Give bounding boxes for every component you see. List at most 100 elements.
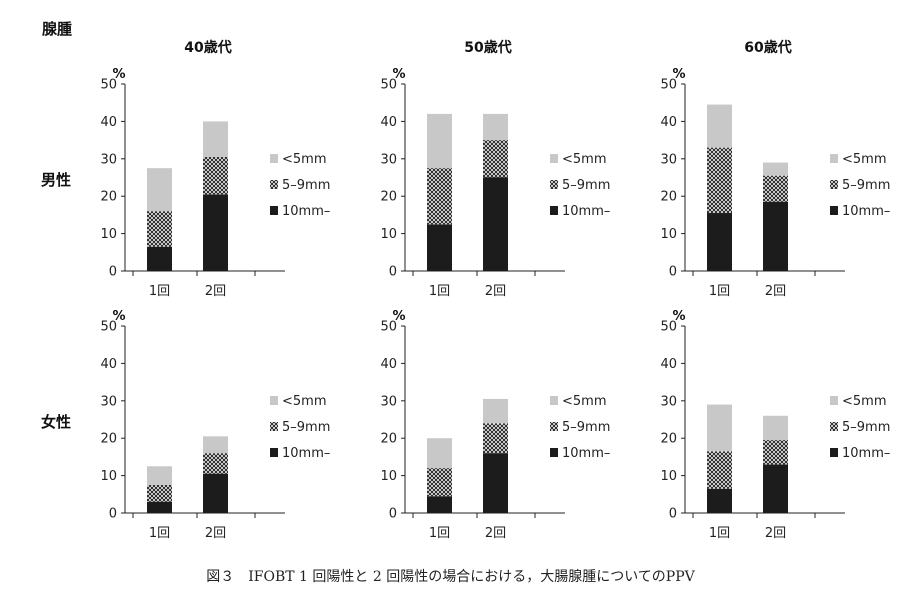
bar-segment [707,104,732,148]
bar-segment [203,436,228,454]
y-tick-label: 10 [660,227,677,242]
bar-segment [147,211,172,247]
y-tick-label: 20 [380,432,397,447]
legend-label: 5–9mm [282,178,330,193]
bar-segment [427,496,452,513]
y-unit-label: % [112,67,125,82]
y-unit-label: % [672,67,685,82]
y-tick-label: 0 [389,507,397,522]
legend-swatch [550,422,558,431]
bar-segment [147,168,172,212]
bar-segment [147,466,172,485]
legend-label: 5–9mm [562,178,610,193]
y-tick-label: 40 [100,357,117,372]
bar-segment [427,468,452,497]
y-tick-label: 30 [660,394,677,409]
legend-label: <5mm [842,152,887,167]
bar-segment [427,224,452,271]
legend-swatch [830,422,838,431]
legend-swatch [270,154,278,163]
bar-segment [203,194,228,271]
y-tick-label: 10 [100,469,117,484]
y-tick-label: 0 [669,265,677,280]
bar-segment [483,177,508,271]
legend-swatch [830,154,838,163]
bar-segment [147,501,172,513]
x-category-label: 2回 [485,284,506,299]
legend-label: 5–9mm [562,420,610,435]
legend-swatch [270,448,278,457]
legend-label: <5mm [562,394,607,409]
legend-label: 5–9mm [842,178,890,193]
y-unit-label: % [392,67,405,82]
legend-label: <5mm [282,152,327,167]
x-category-label: 2回 [765,526,786,541]
legend-label: <5mm [282,394,327,409]
y-tick-label: 40 [100,115,117,130]
y-tick-label: 20 [380,190,397,205]
bar-segment [483,453,508,513]
y-tick-label: 0 [389,265,397,280]
legend-swatch [830,206,838,215]
legend-label: 10mm– [282,204,330,219]
y-tick-label: 40 [380,115,397,130]
legend-swatch [550,180,558,189]
y-tick-label: 30 [100,394,117,409]
y-tick-label: 30 [380,152,397,167]
y-tick-label: 20 [100,432,117,447]
bar-segment [707,451,732,489]
bar-segment [203,156,228,195]
legend-label: 10mm– [282,446,330,461]
legend-swatch [550,448,558,457]
y-tick-label: 20 [100,190,117,205]
y-unit-label: % [392,309,405,324]
bar-segment [707,147,732,214]
bar-segment [763,464,788,513]
x-category-label: 2回 [205,284,226,299]
bar-segment [203,473,228,513]
legend-swatch [550,206,558,215]
bar-segment [483,113,508,141]
legend-label: 10mm– [842,204,890,219]
bar-segment [427,113,452,169]
legend-swatch [830,180,838,189]
y-tick-label: 0 [669,507,677,522]
column-title: 40歳代 [184,39,231,56]
y-tick-label: 20 [660,190,677,205]
legend-swatch [270,206,278,215]
bar-segment [147,484,172,502]
legend-label: 10mm– [842,446,890,461]
y-tick-label: 40 [660,357,677,372]
y-unit-label: % [672,309,685,324]
y-tick-label: 0 [109,265,117,280]
figure-caption: 図３ IFOBT 1 回陽性と 2 回陽性の場合における，大腸腺腫についてのPP… [206,569,695,585]
y-tick-label: 10 [660,469,677,484]
x-category-label: 1回 [149,284,170,299]
legend-swatch [550,154,558,163]
row-label: 女性 [41,413,71,431]
bar-segment [483,140,508,178]
row-label: 男性 [41,171,71,189]
y-tick-label: 50 [100,78,117,93]
bar-segment [427,168,452,225]
x-category-label: 2回 [765,284,786,299]
legend-label: <5mm [842,394,887,409]
x-category-label: 1回 [429,284,450,299]
legend-label: 10mm– [562,446,610,461]
y-tick-label: 30 [380,394,397,409]
legend-label: 10mm– [562,204,610,219]
bar-segment [707,404,732,452]
bar-segment [427,438,452,469]
legend-label: 5–9mm [842,420,890,435]
x-category-label: 2回 [205,526,226,541]
x-category-label: 1回 [149,526,170,541]
x-category-label: 2回 [485,526,506,541]
bar-segment [763,201,788,271]
legend-swatch [270,396,278,405]
y-tick-label: 20 [660,432,677,447]
legend-swatch [830,448,838,457]
legend-swatch [270,422,278,431]
x-category-label: 1回 [709,284,730,299]
bar-segment [203,121,228,157]
